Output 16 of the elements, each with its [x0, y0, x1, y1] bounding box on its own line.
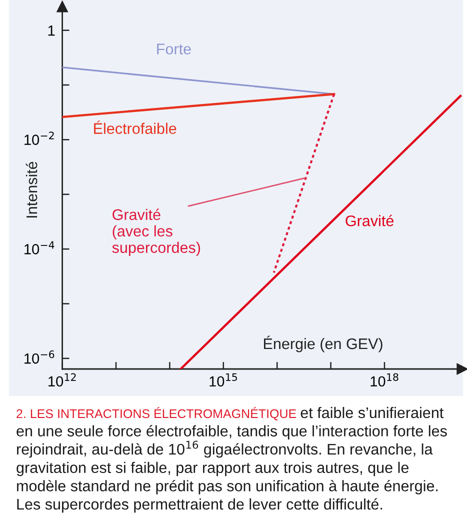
y-tick-label: 10$^{−4}$	[24, 241, 54, 254]
series-label: Forte	[157, 44, 191, 54]
x-tick-label: 10$^{15}$	[210, 373, 237, 387]
y-axis-title: Intensité	[26, 162, 38, 218]
series-label: Gravité	[346, 214, 394, 226]
x-tick-label: 10$^{18}$	[370, 373, 398, 387]
text: Gravité (avec les supercordes)	[112, 208, 200, 256]
series-label: Électrofaible	[94, 120, 176, 134]
text: en une seule force électrofaible, tandis que l’interaction forte les rejoindrait, au-delà de 10$^{16}$ gigaélectronvolts. En revanche, la gravitation est si faible, par rapport aux trois autres, que le modèle standard ne prédit pas son unification à haute énergie. Les supercordes permettraient de lever cette difficulté.	[16, 425, 447, 513]
text: 2. LES INTERACTIONS ÉLECTROMAGNÉTIQUE	[16, 407, 296, 420]
y-tick-label: 10$^{−6}$	[24, 350, 54, 364]
y-tick-label: 10$^{−2}$	[24, 132, 54, 145]
x-axis-title: Énergie (en GEV)	[264, 336, 382, 352]
text: et faible s’unifieraient	[300, 406, 444, 418]
y-tick-label: 1	[48, 26, 55, 36]
x-tick-label: 10$^{12}$	[48, 373, 76, 387]
